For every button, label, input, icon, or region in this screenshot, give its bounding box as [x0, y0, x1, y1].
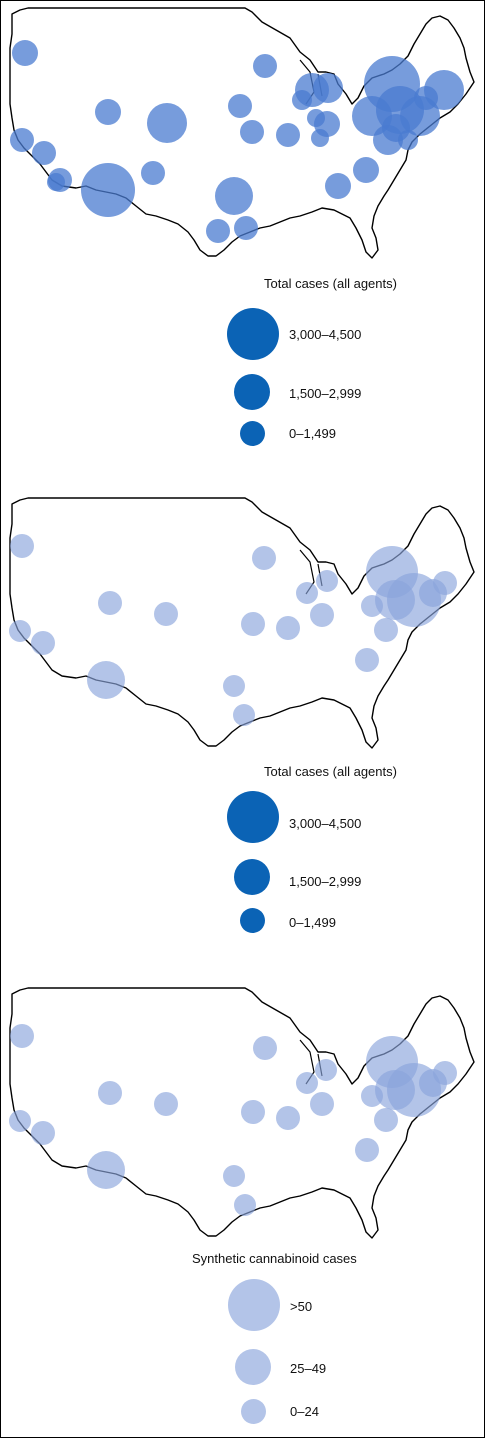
city-bubble — [307, 109, 325, 127]
city-bubble — [12, 40, 38, 66]
city-bubble — [98, 591, 122, 615]
city-bubble — [234, 1194, 256, 1216]
map-panel-synthetic-cannabinoid: Synthetic cannabinoid cases >50 25–49 0–… — [0, 980, 485, 1430]
legend-circle-large — [227, 308, 279, 360]
city-bubble — [276, 1106, 300, 1130]
legend-circle-small — [240, 421, 265, 446]
city-bubble — [374, 1108, 398, 1132]
city-bubble — [316, 570, 338, 592]
city-bubble — [325, 173, 351, 199]
city-bubble — [419, 1069, 447, 1097]
city-bubble — [296, 1072, 318, 1094]
legend-circle-medium — [234, 859, 270, 895]
city-bubble — [234, 216, 258, 240]
city-bubble — [296, 582, 318, 604]
city-bubble — [215, 177, 253, 215]
legend-circle-small — [241, 1399, 266, 1424]
city-bubble — [253, 54, 277, 78]
bubble-layer — [10, 40, 464, 243]
city-bubble — [31, 1121, 55, 1145]
legend-label-medium: 1,500–2,999 — [289, 386, 362, 401]
city-bubble — [276, 616, 300, 640]
city-bubble — [276, 123, 300, 147]
city-bubble — [398, 130, 418, 150]
city-bubble — [154, 602, 178, 626]
legend-circle-medium — [235, 1349, 271, 1385]
us-map-1 — [9, 7, 475, 259]
city-bubble — [355, 648, 379, 672]
legend-label-medium: 25–49 — [290, 1361, 327, 1376]
city-bubble — [240, 120, 264, 144]
city-bubble — [10, 128, 34, 152]
city-bubble — [241, 1100, 265, 1124]
city-bubble — [141, 161, 165, 185]
legend-circle-large — [227, 791, 279, 843]
legend-label-small: 0–1,499 — [289, 915, 336, 930]
legend-label-small: 0–1,499 — [289, 426, 336, 441]
city-bubble — [154, 1092, 178, 1116]
city-bubble — [241, 612, 265, 636]
city-bubble — [310, 603, 334, 627]
legend-label-large: 3,000–4,500 — [289, 816, 362, 831]
legend-label-large: 3,000–4,500 — [289, 327, 362, 342]
us-map-3 — [9, 987, 475, 1239]
city-bubble — [252, 546, 276, 570]
city-bubble — [414, 86, 438, 110]
city-bubble — [292, 90, 312, 110]
city-bubble — [147, 103, 187, 143]
legend-circle-small — [240, 908, 265, 933]
city-bubble — [315, 1059, 337, 1081]
city-bubble — [10, 1024, 34, 1048]
legend-label-large: >50 — [290, 1299, 313, 1314]
city-bubble — [9, 1110, 31, 1132]
city-bubble — [311, 129, 329, 147]
city-bubble — [95, 99, 121, 125]
bubble-layer — [9, 1024, 457, 1216]
city-bubble — [313, 73, 343, 103]
map-panel-total-cases-1: Total cases (all agents) 3,000–4,500 1,5… — [0, 0, 485, 480]
legend-label-small: 0–24 — [290, 1404, 319, 1419]
legend-title: Synthetic cannabinoid cases — [192, 1251, 357, 1266]
city-bubble — [228, 94, 252, 118]
legend-title: Total cases (all agents) — [264, 276, 397, 291]
legend-circle-large — [228, 1279, 280, 1331]
city-bubble — [98, 1081, 122, 1105]
city-bubble — [87, 661, 125, 699]
city-bubble — [32, 141, 56, 165]
city-bubble — [223, 675, 245, 697]
city-bubble — [81, 163, 135, 217]
city-bubble — [223, 1165, 245, 1187]
legend-title: Total cases (all agents) — [264, 764, 397, 779]
bubble-layer — [9, 534, 457, 726]
city-bubble — [10, 534, 34, 558]
city-bubble — [47, 173, 65, 191]
city-bubble — [253, 1036, 277, 1060]
city-bubble — [375, 580, 415, 620]
city-bubble — [206, 219, 230, 243]
city-bubble — [9, 620, 31, 642]
legend-label-medium: 1,500–2,999 — [289, 874, 362, 889]
city-bubble — [375, 1070, 415, 1110]
legend-circle-medium — [234, 374, 270, 410]
map-panel-total-cases-2: Total cases (all agents) 3,000–4,500 1,5… — [0, 490, 485, 960]
city-bubble — [87, 1151, 125, 1189]
city-bubble — [31, 631, 55, 655]
city-bubble — [233, 704, 255, 726]
city-bubble — [355, 1138, 379, 1162]
city-bubble — [374, 618, 398, 642]
city-bubble — [353, 157, 379, 183]
city-bubble — [419, 579, 447, 607]
us-map-2 — [9, 497, 475, 749]
city-bubble — [310, 1092, 334, 1116]
